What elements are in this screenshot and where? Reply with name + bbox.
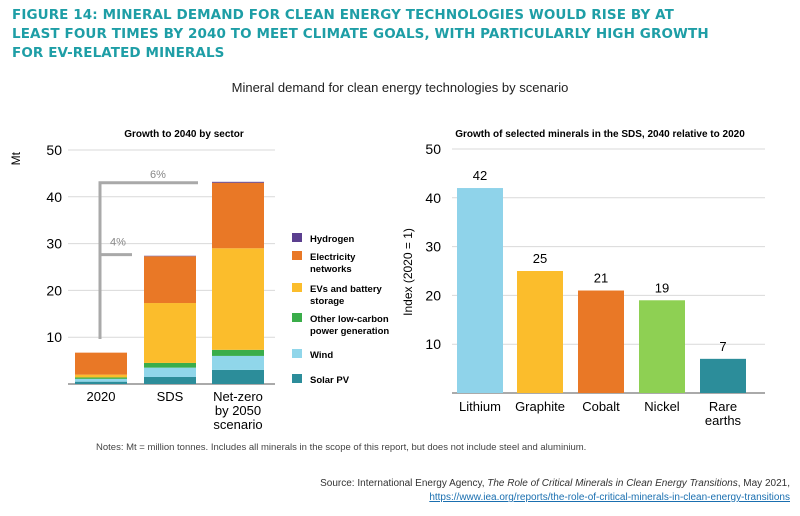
growth-bracket <box>98 253 132 339</box>
mineral-bar-graphite <box>517 271 563 393</box>
stacked-bar-segment-electricity <box>75 352 127 375</box>
right-x-tick-label: earths <box>705 413 742 428</box>
stacked-bar-segment-solar <box>144 376 196 384</box>
stacked-bar-segment-lowcarbon <box>144 362 196 368</box>
left-x-tick-label: 2020 <box>87 389 116 404</box>
stacked-bar-segment-electricity <box>212 182 264 249</box>
right-x-tick-label: Graphite <box>515 399 565 414</box>
source-suffix: , May 2021, <box>737 478 790 489</box>
bar-value-label: 19 <box>655 280 669 295</box>
bar-value-label: 25 <box>533 251 547 266</box>
bar-value-label: 21 <box>594 271 608 286</box>
bar-value-label: 7 <box>719 339 726 354</box>
stacked-bar-segment-solar <box>75 381 127 384</box>
legend-swatch-evs <box>292 283 302 292</box>
source-link[interactable]: https://www.iea.org/reports/the-role-of-… <box>429 492 790 503</box>
legend-label: networks <box>310 264 352 275</box>
right-y-axis-label: Index (2020 = 1) <box>401 228 415 316</box>
mineral-bar-lithium <box>457 188 503 393</box>
legend-swatch-electricity <box>292 251 302 260</box>
left-y-tick-label: 10 <box>46 329 62 345</box>
right-y-tick-label: 50 <box>425 141 441 157</box>
legend-swatch-hydrogen <box>292 233 302 242</box>
right-x-tick-label: Nickel <box>644 399 680 414</box>
right-y-tick-label: 30 <box>425 239 441 255</box>
stacked-bar-segment-wind <box>75 378 127 382</box>
right-x-tick-label: Rare <box>709 399 737 414</box>
stacked-bar-segment-electricity <box>144 256 196 304</box>
stacked-bar-segment-evs <box>144 303 196 363</box>
legend-label: Solar PV <box>310 375 350 386</box>
left-x-tick-label: Net-zero <box>213 389 263 404</box>
legend-label: Electricity <box>310 252 356 263</box>
mineral-bar-rare-earths <box>700 358 746 393</box>
source-prefix: Source: International Energy Agency, <box>320 478 488 489</box>
legend-swatch-lowcarbon <box>292 313 302 322</box>
left-x-tick-label: SDS <box>157 389 184 404</box>
stacked-bar-segment-lowcarbon <box>75 377 127 379</box>
figure-title: FIGURE 14: MINERAL DEMAND FOR CLEAN ENER… <box>12 7 709 61</box>
left-y-axis-label: Mt <box>9 151 23 165</box>
legend-swatch-wind <box>292 349 302 358</box>
left-y-tick-label: 50 <box>46 142 62 158</box>
right-y-tick-label: 10 <box>425 336 441 352</box>
stacked-bar-segment-solar <box>212 369 264 384</box>
mineral-bar-nickel <box>639 300 685 393</box>
source-publication: The Role of Critical Minerals in Clean E… <box>487 478 738 489</box>
stacked-bar-segment-evs <box>212 248 264 350</box>
growth-annotation: 6% <box>150 169 166 181</box>
legend-label: Wind <box>310 350 333 361</box>
legend-label: Hydrogen <box>310 234 355 245</box>
right-y-tick-label: 40 <box>425 190 441 206</box>
stacked-bar-segment-evs <box>75 374 127 378</box>
right-x-tick-label: Lithium <box>459 399 501 414</box>
left-y-tick-label: 20 <box>46 282 62 298</box>
legend-swatch-solar <box>292 374 302 383</box>
bar-value-label: 42 <box>473 168 487 183</box>
left-y-tick-label: 40 <box>46 189 62 205</box>
growth-annotation: 4% <box>110 237 126 249</box>
left-chart-title: Growth to 2040 by sector <box>124 129 244 140</box>
stacked-bar-segment-wind <box>212 355 264 370</box>
stacked-bar-segment-wind <box>144 367 196 377</box>
stacked-bar-segment-lowcarbon <box>212 349 264 356</box>
right-y-tick-label: 20 <box>425 287 441 303</box>
figure-subtitle: Mineral demand for clean energy technolo… <box>231 80 569 95</box>
legend-label: Other low-carbon <box>310 314 389 325</box>
legend-label: storage <box>310 296 344 307</box>
notes: Notes: Mt = million tonnes. Includes all… <box>96 442 587 453</box>
legend-label: power generation <box>310 326 389 337</box>
right-x-tick-label: Cobalt <box>582 399 620 414</box>
right-chart-title: Growth of selected minerals in the SDS, … <box>455 129 745 140</box>
left-x-tick-label: scenario <box>213 417 262 432</box>
left-x-tick-label: by 2050 <box>215 403 261 418</box>
stacked-bar-segment-hydrogen <box>212 181 264 183</box>
left-y-tick-label: 30 <box>46 236 62 252</box>
mineral-bar-cobalt <box>578 290 624 393</box>
source-credit: Source: International Energy Agency, The… <box>320 477 790 505</box>
legend-label: EVs and battery <box>310 284 383 295</box>
